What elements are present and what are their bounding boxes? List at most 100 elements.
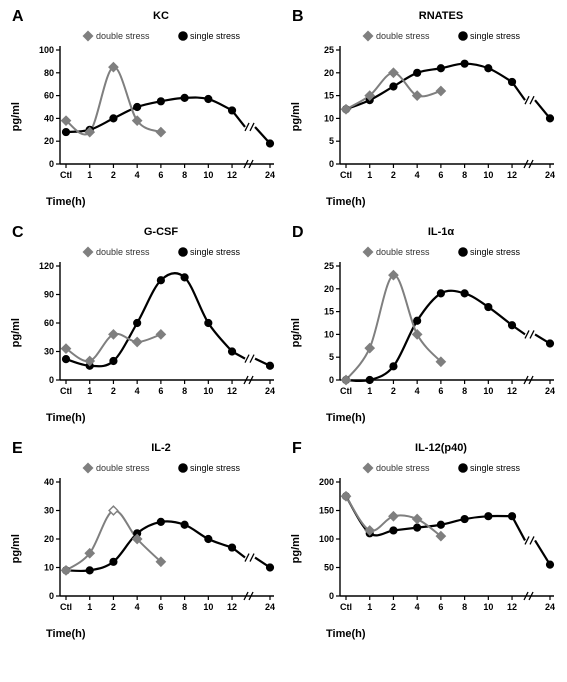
legend-double-label: double stress: [96, 463, 150, 473]
panel-title: KC: [40, 10, 282, 22]
ytick-label: 40: [44, 477, 54, 487]
xtick-label: 1: [367, 602, 372, 612]
legend-single-label: single stress: [470, 463, 521, 473]
xtick-label: 4: [415, 602, 420, 612]
xtick-label: 24: [545, 170, 555, 180]
ytick-label: 10: [324, 329, 334, 339]
legend-single-label: single stress: [470, 247, 521, 257]
xtick-label: 10: [203, 170, 213, 180]
xtick-label: 24: [265, 602, 275, 612]
xtick-label: 1: [87, 170, 92, 180]
panel-b: B RNATES pg/ml double stresssingle stres…: [290, 10, 562, 208]
xtick-label: 24: [545, 602, 555, 612]
xtick-label: 8: [462, 602, 467, 612]
legend-double-label: double stress: [96, 31, 150, 41]
xtick-label: 10: [483, 602, 493, 612]
panel-a: A KC pg/ml double stresssingle stress020…: [10, 10, 282, 208]
xtick-label: Ctl: [60, 602, 72, 612]
xtick-label: Ctl: [340, 170, 352, 180]
x-axis-label: Time(h): [326, 196, 562, 208]
xtick-label: 4: [415, 386, 420, 396]
y-axis-label: pg/ml: [10, 102, 22, 131]
panel-f: F IL-12(p40) pg/ml double stresssingle s…: [290, 442, 562, 640]
ytick-label: 150: [319, 506, 334, 516]
ytick-label: 5: [329, 352, 334, 362]
x-axis-label: Time(h): [46, 628, 282, 640]
ytick-label: 15: [324, 307, 334, 317]
ytick-label: 0: [49, 591, 54, 601]
ytick-label: 25: [324, 261, 334, 271]
ytick-label: 20: [44, 534, 54, 544]
xtick-label: 8: [182, 602, 187, 612]
ytick-label: 0: [329, 591, 334, 601]
ytick-label: 50: [324, 563, 334, 573]
xtick-label: 1: [87, 602, 92, 612]
legend-single-label: single stress: [190, 463, 241, 473]
legend-double-label: double stress: [376, 31, 430, 41]
ytick-label: 25: [324, 45, 334, 55]
xtick-label: 6: [438, 170, 443, 180]
xtick-label: 8: [182, 170, 187, 180]
legend-single-label: single stress: [470, 31, 521, 41]
xtick-label: 24: [545, 386, 555, 396]
y-axis-label: pg/ml: [290, 534, 302, 563]
xtick-label: 1: [367, 386, 372, 396]
ytick-label: 30: [44, 506, 54, 516]
single-series-line: [66, 521, 232, 571]
ytick-label: 20: [44, 136, 54, 146]
panel-title: G-CSF: [40, 226, 282, 238]
xtick-label: Ctl: [60, 170, 72, 180]
x-axis-label: Time(h): [326, 412, 562, 424]
xtick-label: Ctl: [340, 602, 352, 612]
xtick-label: 6: [158, 386, 163, 396]
legend-double-label: double stress: [96, 247, 150, 257]
xtick-label: 6: [438, 386, 443, 396]
ytick-label: 200: [319, 477, 334, 487]
xtick-label: 12: [507, 602, 517, 612]
xtick-label: 6: [158, 170, 163, 180]
panel-title: RNATES: [320, 10, 562, 22]
xtick-label: 4: [135, 170, 140, 180]
ytick-label: 10: [44, 563, 54, 573]
ytick-label: 40: [44, 113, 54, 123]
ytick-label: 100: [319, 534, 334, 544]
xtick-label: 24: [265, 170, 275, 180]
xtick-label: 2: [111, 386, 116, 396]
legend-single-label: single stress: [190, 31, 241, 41]
xtick-label: 10: [483, 386, 493, 396]
xtick-label: 2: [391, 602, 396, 612]
ytick-label: 0: [329, 375, 334, 385]
chart-svg: double stresssingle stress0510152025Ctl1…: [302, 24, 562, 194]
chart-svg: double stress single stress 0 50 100 150 200 Ct…: [302, 456, 562, 626]
y-axis-label: pg/ml: [10, 318, 22, 347]
ytick-label: 100: [39, 45, 54, 55]
xtick-label: 8: [182, 386, 187, 396]
legend-double-label: double stress: [376, 463, 430, 473]
double-series-line: [66, 67, 161, 134]
ytick-label: 90: [44, 290, 54, 300]
ytick-label: 60: [44, 91, 54, 101]
panel-title: IL-2: [40, 442, 282, 454]
chart-svg: double stress single stress 0 20 40 60 80 100 Ct…: [22, 24, 282, 194]
panel-e: E IL-2 pg/ml double stresssingle stress0…: [10, 442, 282, 640]
xtick-label: 2: [111, 602, 116, 612]
xtick-label: 6: [158, 602, 163, 612]
panel-c: C G-CSF pg/ml double stresssingle stress…: [10, 226, 282, 424]
ytick-label: 10: [324, 113, 334, 123]
xtick-label: 12: [507, 386, 517, 396]
xtick-label: 6: [438, 602, 443, 612]
xtick-label: 2: [111, 170, 116, 180]
xtick-label: 12: [227, 386, 237, 396]
ytick-label: 80: [44, 68, 54, 78]
legend-double-label: double stress: [376, 247, 430, 257]
xtick-label: 10: [483, 170, 493, 180]
y-axis-label: pg/ml: [10, 534, 22, 563]
xtick-label: 2: [391, 386, 396, 396]
ytick-label: 0: [329, 159, 334, 169]
xtick-label: 8: [462, 170, 467, 180]
ytick-label: 0: [49, 159, 54, 169]
xtick-label: 1: [87, 386, 92, 396]
legend-single-label: single stress: [190, 247, 241, 257]
y-axis-label: pg/ml: [290, 102, 302, 131]
ytick-label: 20: [324, 284, 334, 294]
